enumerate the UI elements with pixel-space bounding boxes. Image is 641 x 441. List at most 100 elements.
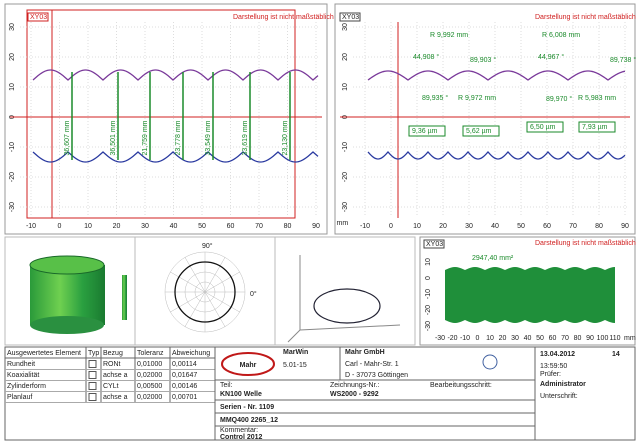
dimension-label: 36,501 mm [110,120,117,155]
drawing: WS2000 - 9292 [330,391,379,398]
y-tick-label: -30 [425,321,432,331]
x-unit: mm [624,335,636,342]
dimension-label: 23,778 mm [175,120,182,155]
table-cell: 0,00114 [172,361,197,368]
area-value: 2947,40 mm² [472,255,514,262]
axis [299,324,401,331]
table-header: Abweichung [172,350,210,357]
page: 14 [612,351,620,358]
x-tick-label: 60 [549,335,557,342]
x-tick-label: -30 [435,335,445,342]
axis [287,329,301,343]
y-tick-label: 0 [425,276,432,280]
annotation: 89,970 ° [546,95,572,103]
y-tick-label: 30 [342,23,349,31]
annotation: 7,93 µm [582,124,608,131]
y-tick-label: -10 [425,289,432,299]
version: 5.01-15 [283,362,307,369]
x-tick-label: 20 [113,223,121,230]
street: Carl - Mahr-Str. 1 [345,361,399,368]
label: Unterschrift: [540,393,578,400]
y-tick-label: 20 [342,53,349,61]
annotation: 5,62 µm [466,128,492,135]
profile [367,70,626,81]
machine: MMQ400 2265_12 [220,417,278,424]
x-tick-label: 0 [476,335,480,342]
table-cell: CYLt [103,383,119,390]
table-cell: 0,00500 [137,383,162,390]
x-tick-label: 60 [227,223,235,230]
annotation: 89,738 ° [610,56,636,64]
polar-ray [170,291,206,313]
logo [221,352,275,376]
tag: XY03 [426,241,443,248]
value-box [408,125,446,137]
comment: Control 2012 [220,434,263,441]
note: Darstellung ist nicht maßstäblich [535,14,636,21]
annotation: 6,50 µm [530,124,556,131]
x-tick-label: 90 [621,223,629,230]
cylinder [30,265,105,325]
roundness-profile [174,261,236,323]
dimension-label: 21,759 mm [142,120,149,155]
dimension-label: 33,619 mm [242,120,249,155]
dimension-label: 33,549 mm [205,120,212,155]
x-tick-label: 50 [198,223,206,230]
x-tick-label: 90 [586,335,594,342]
type-icon [88,382,97,390]
table-cell: 0,02000 [137,372,162,379]
x-tick-label: 30 [465,223,473,230]
x-tick-label: 0 [389,223,393,230]
polar-ray [204,257,226,293]
table-header: Toleranz [137,350,164,357]
profile [32,69,319,81]
serial: Serien - Nr. 1109 [220,404,274,411]
tag-box [339,12,361,22]
x-tick-label: 10 [413,223,421,230]
value-box [578,121,616,133]
annotation: R 9,972 mm [458,95,496,102]
x-tick-label: 40 [524,335,532,342]
x-unit: mm [337,220,349,227]
x-tick-label: 60 [543,223,551,230]
annotation: 44,908 ° [413,53,439,61]
table-cell: RONt [103,361,121,368]
value-box [526,121,564,133]
y-tick-label: 30 [9,23,16,31]
x-tick-label: 70 [561,335,569,342]
examiner: Administrator [540,381,586,388]
polar-ray [204,291,226,327]
table-cell: achse a [103,372,128,379]
x-tick-label: 70 [255,223,263,230]
x-tick-label: 40 [170,223,178,230]
x-tick-label: 90 [312,223,320,230]
logo-text: Mahr [240,362,257,369]
x-tick-label: -10 [26,223,36,230]
type-icon [88,393,97,401]
table-cell: 0,02000 [137,394,162,401]
x-tick-label: 20 [499,335,507,342]
note: Darstellung ist nicht maßstäblich [233,14,334,21]
polar-ray [170,271,206,293]
tag-box [423,239,445,249]
dimension-label: 23,130 mm [282,120,289,155]
annotation: 89,935 ° [422,94,448,102]
y-tick-label: 10 [425,258,432,266]
x-tick-label: -10 [460,335,470,342]
label: Kommentar: [220,427,258,434]
type-icon [88,360,97,368]
company: Mahr GmbH [345,349,385,356]
y-tick-label: -30 [9,202,16,212]
date: 13.04.2012 [540,351,575,358]
right-frame [334,3,636,235]
table-cell: 0,01647 [172,372,197,379]
table-header: Typ [88,350,99,357]
x-tick-label: 10 [486,335,494,342]
tag: XY03 [30,14,47,21]
y-tick-label: -30 [342,202,349,212]
y-tick-label: -20 [9,172,16,182]
y-tick-label: -10 [9,142,16,152]
y-tick-label: 10 [342,83,349,91]
city: D - 37073 Göttingen [345,372,408,379]
table-cell: Planlauf [7,394,32,401]
